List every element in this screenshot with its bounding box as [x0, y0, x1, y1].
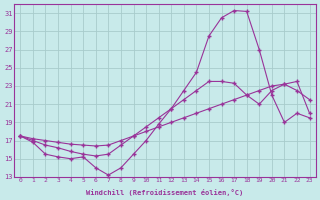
X-axis label: Windchill (Refroidissement éolien,°C): Windchill (Refroidissement éolien,°C)	[86, 189, 244, 196]
